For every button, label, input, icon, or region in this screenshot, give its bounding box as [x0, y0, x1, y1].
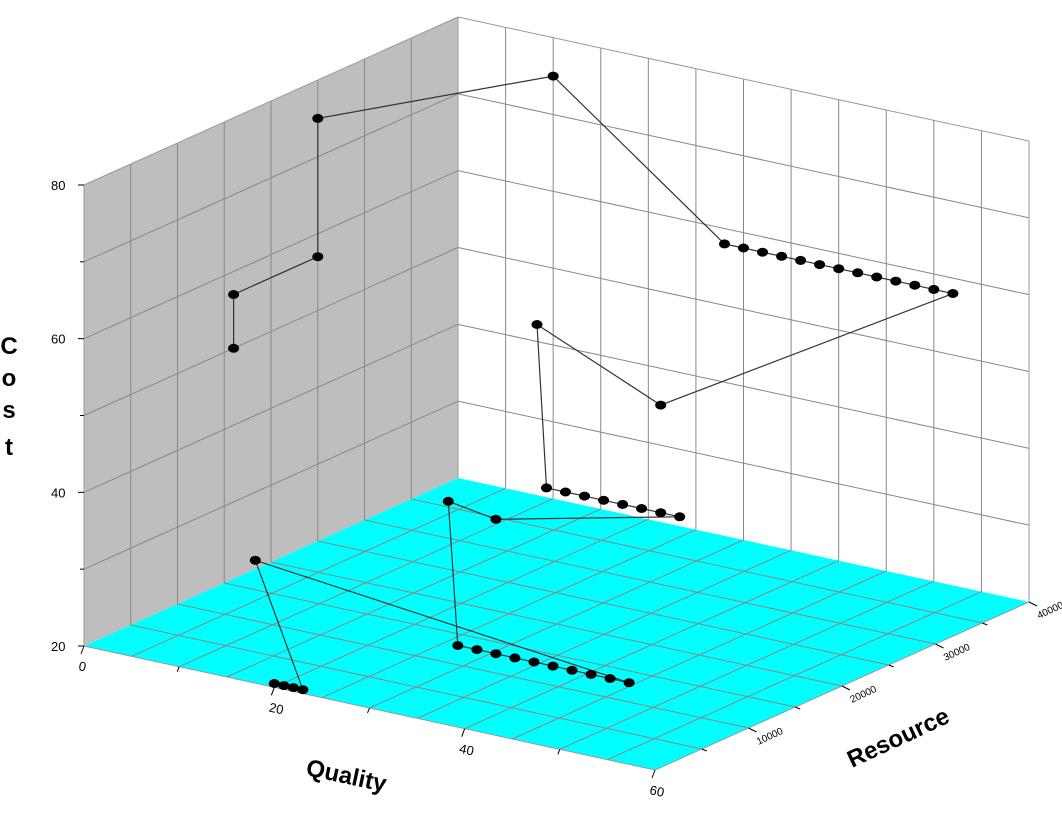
grid-line	[226, 508, 601, 678]
y-tick-label: 20000	[849, 684, 879, 706]
x-tick-label: 20	[268, 700, 285, 718]
data-point	[833, 264, 845, 274]
data-point	[297, 685, 309, 695]
data-point	[623, 678, 635, 688]
tick-mark	[982, 622, 988, 626]
data-point	[814, 260, 826, 270]
grid-line	[321, 529, 697, 699]
data-point	[738, 243, 749, 253]
grid-line	[416, 549, 792, 719]
y-axis-title: Resource	[843, 703, 954, 774]
tick-mark	[367, 707, 370, 714]
data-point	[312, 252, 324, 262]
grid-line	[274, 518, 649, 688]
data-point	[604, 674, 616, 683]
data-points	[228, 71, 959, 695]
data-point	[471, 645, 483, 655]
grid-line	[369, 539, 744, 709]
data-point	[928, 284, 940, 294]
data-point	[528, 657, 540, 667]
data-point	[795, 255, 807, 265]
tick-mark	[795, 706, 801, 710]
y-tick-label: 30000	[942, 642, 972, 664]
tick-mark	[176, 666, 180, 672]
data-point	[617, 499, 629, 509]
grid-line	[131, 487, 506, 657]
z-tick-label: 60	[51, 332, 65, 347]
z-axis-title-letter: s	[2, 397, 15, 424]
box-edge	[457, 16, 1030, 142]
data-point	[268, 679, 280, 688]
data-point	[287, 683, 299, 693]
data-point	[909, 280, 921, 290]
grid-line	[559, 580, 935, 750]
z-tick-label: 20	[51, 639, 65, 654]
data-point	[249, 555, 261, 565]
data-point	[871, 272, 883, 282]
tick-mark	[701, 748, 707, 752]
tick-mark	[1028, 601, 1038, 607]
tick-mark	[557, 749, 561, 755]
tick-mark	[461, 728, 466, 737]
grid-lines	[83, 27, 1030, 761]
tick-mark	[651, 769, 656, 779]
data-point	[509, 653, 521, 663]
data-point	[442, 496, 454, 506]
y-tick-label: 10000	[755, 726, 785, 748]
data-point	[655, 508, 667, 518]
data-point	[278, 681, 290, 691]
y-tick-label: 40000	[1036, 600, 1062, 622]
data-point	[719, 239, 730, 249]
data-point	[228, 290, 240, 299]
x-tick-label: 0	[77, 658, 87, 674]
grid-line	[464, 560, 839, 730]
tick-mark	[80, 645, 85, 655]
data-point	[490, 514, 502, 524]
data-point	[579, 491, 590, 501]
tick-mark	[888, 664, 894, 668]
data-point	[852, 268, 864, 278]
grid-line	[607, 591, 982, 761]
x-axis-title: Quality	[304, 754, 390, 797]
data-point	[655, 400, 667, 410]
data-point	[585, 669, 597, 679]
data-point	[560, 487, 571, 497]
data-point	[757, 247, 768, 257]
tick-mark	[841, 685, 851, 691]
data-point	[674, 512, 686, 522]
tick-mark	[270, 687, 275, 696]
data-point	[228, 343, 240, 353]
grid-line	[512, 570, 887, 740]
tick-mark	[935, 643, 944, 649]
data-point	[547, 71, 559, 81]
z-axis-title-letter: o	[2, 365, 17, 392]
z-axis-title: C o s t	[0, 333, 17, 461]
grid-line	[178, 498, 554, 668]
x-tick-label: 60	[648, 782, 665, 800]
data-point	[636, 504, 648, 513]
tick-mark	[748, 727, 757, 733]
data-point	[490, 649, 502, 659]
data-point	[531, 320, 543, 329]
box-edge	[83, 16, 459, 186]
z-axis-title-letter: t	[5, 434, 13, 461]
data-point	[890, 276, 902, 286]
z-tick-label: 80	[51, 178, 65, 193]
data-point	[566, 665, 578, 675]
data-point	[598, 495, 610, 505]
x-tick-label: 40	[458, 741, 475, 759]
data-point	[541, 483, 552, 493]
data-point	[312, 113, 324, 123]
data-point	[452, 641, 464, 650]
z-axis-title-letter: C	[0, 333, 17, 360]
data-point	[947, 289, 959, 298]
data-point	[776, 251, 788, 261]
data-point	[547, 661, 559, 671]
z-tick-label: 40	[51, 485, 65, 500]
